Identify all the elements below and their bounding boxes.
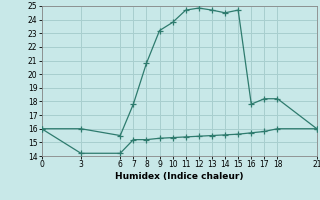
X-axis label: Humidex (Indice chaleur): Humidex (Indice chaleur) <box>115 172 244 181</box>
